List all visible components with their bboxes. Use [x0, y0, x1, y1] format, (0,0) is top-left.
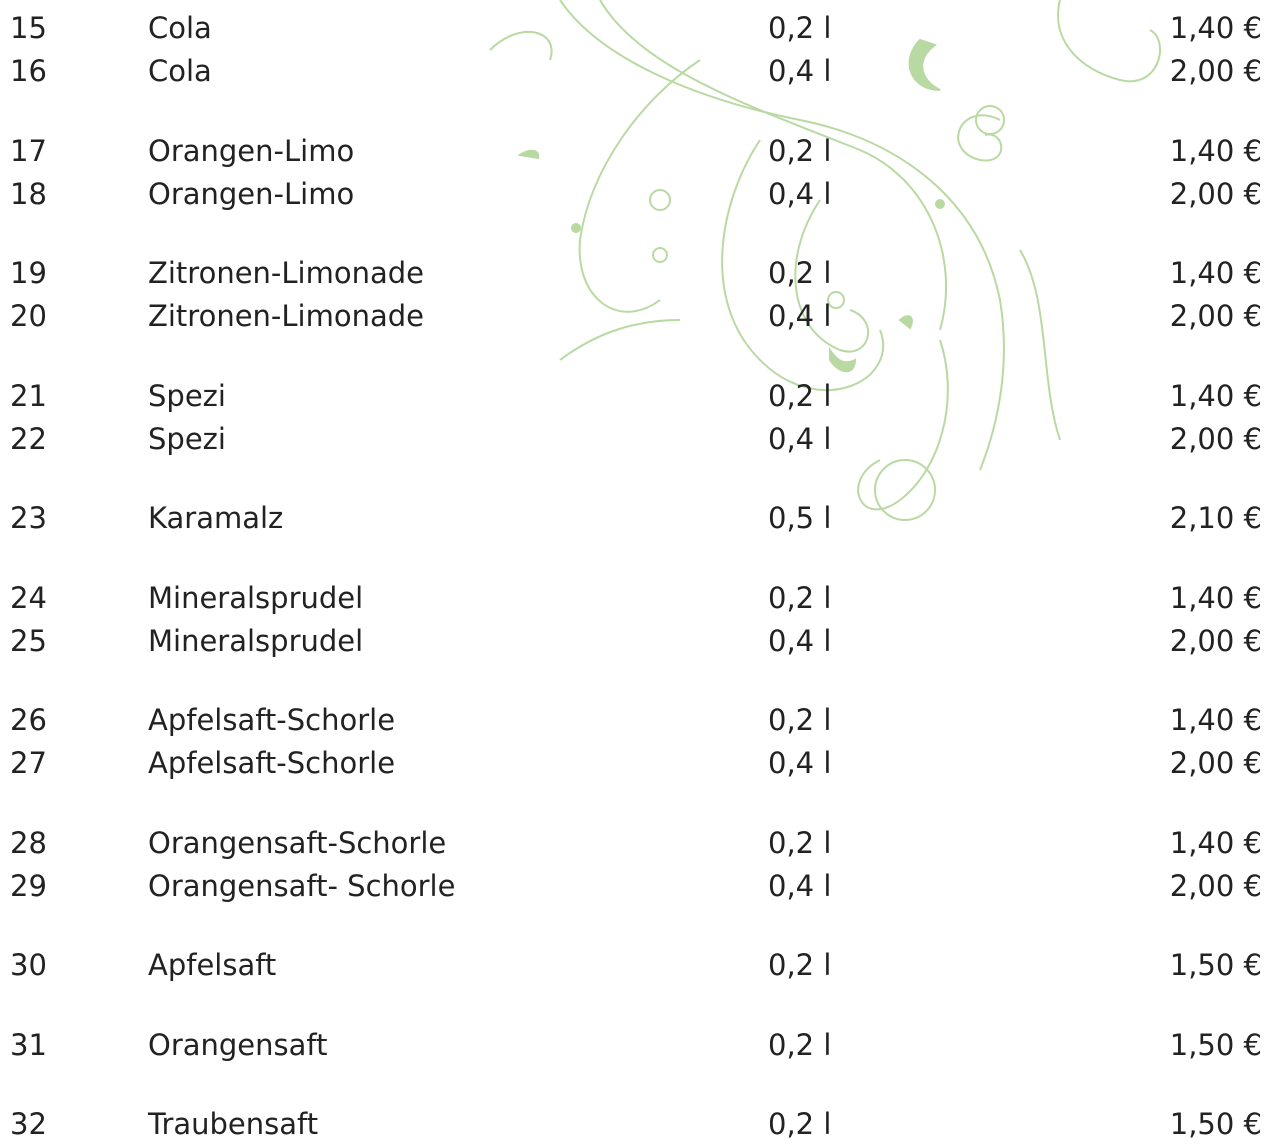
item-price: 2,00 €: [1169, 421, 1262, 456]
item-number: 29: [10, 868, 47, 903]
menu-row: 26 Apfelsaft-Schorle 0,2 l 1,40 €: [0, 700, 1274, 740]
menu-row: 25 Mineralsprudel 0,4 l 2,00 €: [0, 621, 1274, 661]
item-name: Apfelsaft: [148, 948, 277, 982]
item-volume: 0,5 l: [768, 501, 832, 535]
menu-row: 15 Cola 0,2 l 1,40 €: [0, 8, 1274, 48]
item-name: Mineralsprudel: [148, 580, 364, 615]
item-name: Orangensaft: [148, 1027, 328, 1062]
item-number: 32: [10, 1107, 47, 1141]
item-price: 1,40 €: [1169, 703, 1262, 737]
item-name: Mineralsprudel: [148, 623, 364, 658]
item-number: 26: [10, 703, 47, 737]
item-number: 21: [10, 378, 47, 413]
item-price: 1,40 €: [1169, 133, 1262, 168]
item-name: Orangensaft- Schorle: [148, 868, 456, 903]
item-volume: 0,4 l: [768, 176, 832, 211]
item-price: 1,50 €: [1169, 948, 1262, 982]
item-price: 2,10 €: [1169, 501, 1262, 535]
menu-row: 22 Spezi 0,4 l 2,00 €: [0, 419, 1274, 459]
item-number: 28: [10, 825, 47, 860]
item-name: Karamalz: [148, 501, 284, 535]
item-price: 2,00 €: [1169, 176, 1262, 211]
menu-row: 29 Orangensaft- Schorle 0,4 l 2,00 €: [0, 866, 1274, 906]
item-volume: 0,2 l: [768, 11, 832, 45]
menu-row: 31 Orangensaft 0,2 l 1,50 €: [0, 1025, 1274, 1065]
item-price: 2,00 €: [1169, 746, 1262, 780]
item-volume: 0,2 l: [768, 256, 832, 290]
item-name: Apfelsaft-Schorle: [148, 703, 396, 737]
item-number: 27: [10, 746, 47, 780]
item-price: 1,40 €: [1169, 378, 1262, 413]
item-volume: 0,2 l: [768, 580, 832, 615]
item-number: 23: [10, 501, 47, 535]
menu-row: 19 Zitronen-Limonade 0,2 l 1,40 €: [0, 253, 1274, 293]
menu-row: 32 Traubensaft 0,2 l 1,50 €: [0, 1104, 1274, 1144]
item-number: 25: [10, 623, 47, 658]
menu-row: 18 Orangen-Limo 0,4 l 2,00 €: [0, 174, 1274, 214]
item-volume: 0,4 l: [768, 421, 832, 456]
item-number: 16: [10, 54, 47, 88]
floral-decoration: [489, 0, 1161, 521]
item-name: Cola: [148, 11, 212, 45]
item-volume: 0,4 l: [768, 746, 832, 780]
item-volume: 0,4 l: [768, 54, 832, 88]
item-volume: 0,2 l: [768, 825, 832, 860]
item-name: Zitronen-Limonade: [148, 299, 424, 333]
item-volume: 0,2 l: [768, 948, 832, 982]
menu-row: 16 Cola 0,4 l 2,00 €: [0, 51, 1274, 91]
item-price: 1,50 €: [1169, 1107, 1262, 1141]
item-price: 1,40 €: [1169, 825, 1262, 860]
item-name: Orangen-Limo: [148, 176, 355, 211]
item-number: 24: [10, 580, 47, 615]
menu-row: 30 Apfelsaft 0,2 l 1,50 €: [0, 945, 1274, 985]
item-name: Spezi: [148, 378, 226, 413]
item-name: Apfelsaft-Schorle: [148, 746, 396, 780]
item-price: 1,40 €: [1169, 256, 1262, 290]
item-name: Traubensaft: [148, 1107, 319, 1141]
item-name: Orangen-Limo: [148, 133, 355, 168]
menu-row: 24 Mineralsprudel 0,2 l 1,40 €: [0, 578, 1274, 618]
item-number: 17: [10, 133, 47, 168]
item-price: 1,40 €: [1169, 11, 1262, 45]
item-number: 19: [10, 256, 47, 290]
menu-row: 28 Orangensaft-Schorle 0,2 l 1,40 €: [0, 823, 1274, 863]
item-price: 2,00 €: [1169, 299, 1262, 333]
item-volume: 0,2 l: [768, 378, 832, 413]
menu-row: 17 Orangen-Limo 0,2 l 1,40 €: [0, 131, 1274, 171]
item-price: 1,50 €: [1169, 1027, 1262, 1062]
item-name: Orangensaft-Schorle: [148, 825, 447, 860]
item-volume: 0,4 l: [768, 623, 832, 658]
item-name: Cola: [148, 54, 212, 88]
item-volume: 0,4 l: [768, 299, 832, 333]
item-price: 2,00 €: [1169, 868, 1262, 903]
menu-row: 27 Apfelsaft-Schorle 0,4 l 2,00 €: [0, 743, 1274, 783]
item-number: 18: [10, 176, 47, 211]
item-number: 22: [10, 421, 47, 456]
item-volume: 0,2 l: [768, 133, 832, 168]
menu-row: 21 Spezi 0,2 l 1,40 €: [0, 376, 1274, 416]
item-name: Spezi: [148, 421, 226, 456]
item-volume: 0,2 l: [768, 1107, 832, 1141]
item-volume: 0,4 l: [768, 868, 832, 903]
item-volume: 0,2 l: [768, 703, 832, 737]
menu-row: 20 Zitronen-Limonade 0,4 l 2,00 €: [0, 296, 1274, 336]
item-number: 30: [10, 948, 47, 982]
item-price: 2,00 €: [1169, 623, 1262, 658]
item-volume: 0,2 l: [768, 1027, 832, 1062]
item-number: 31: [10, 1027, 47, 1062]
item-name: Zitronen-Limonade: [148, 256, 424, 290]
item-price: 1,40 €: [1169, 580, 1262, 615]
item-number: 15: [10, 11, 47, 45]
item-price: 2,00 €: [1169, 54, 1262, 88]
menu-row: 23 Karamalz 0,5 l 2,10 €: [0, 498, 1274, 538]
item-number: 20: [10, 299, 47, 333]
